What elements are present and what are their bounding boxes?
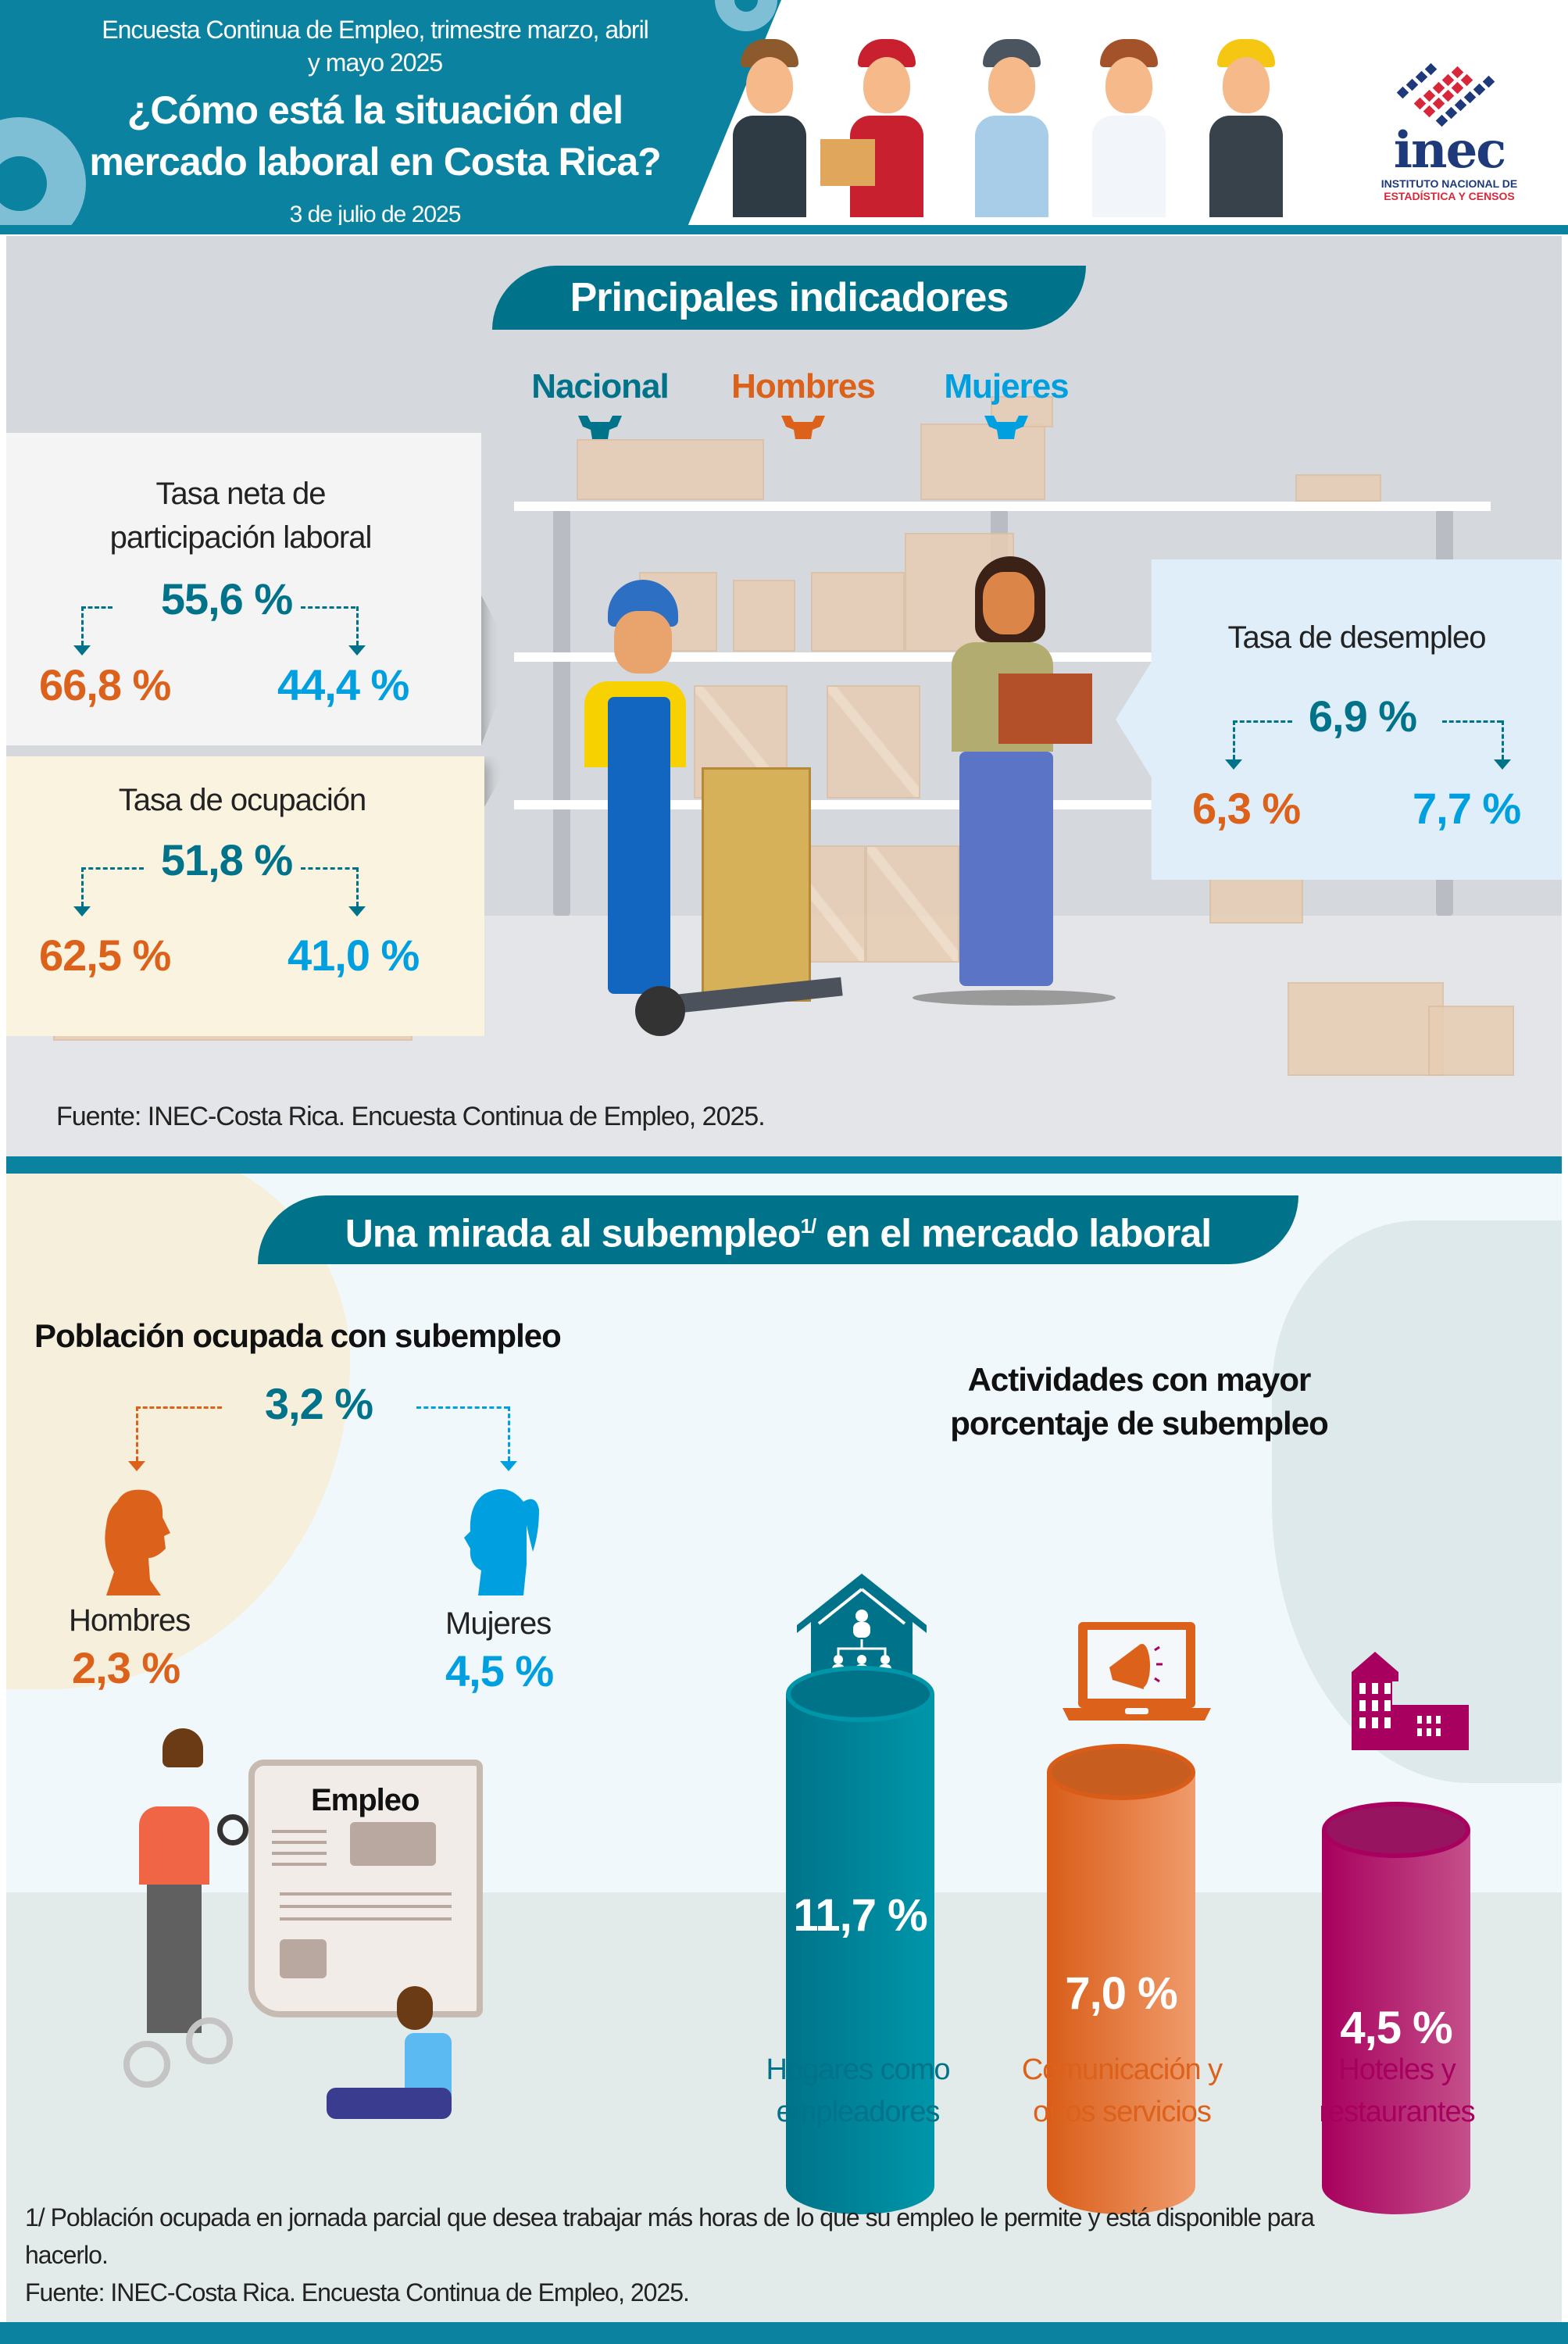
footnote-marker: 1/ <box>800 1214 817 1238</box>
subempleo-mujeres-value: 4,5 % <box>445 1646 554 1695</box>
section2-title: Una mirada al subempleo1/ en el mercado … <box>258 1195 1298 1264</box>
logo-wordmark: inec <box>1393 121 1507 180</box>
footnote-line-1: 1/ Población ocupada en jornada parcial … <box>25 2203 1315 2231</box>
woman-head-icon <box>464 1488 539 1595</box>
frame-right <box>1562 234 1568 2344</box>
doctor-figure <box>1086 30 1172 217</box>
activities-heading-line-2: porcentaje de subempleo <box>950 1405 1328 1442</box>
laptop-megaphone-icon <box>1063 1622 1211 1720</box>
architect-figure <box>1203 30 1289 217</box>
legend-mujeres: Mujeres <box>944 367 1069 406</box>
gear-hole <box>734 0 758 12</box>
gear-hole <box>0 156 47 211</box>
desempleo-hombres-value: 6,3 % <box>1192 784 1301 833</box>
footnote-line-2: hacerlo. <box>25 2241 109 2269</box>
subempleo-hombres-value: 2,3 % <box>72 1643 180 1692</box>
police-officer-figure <box>969 30 1055 217</box>
category-label-line: Hoteles y <box>1338 2053 1455 2086</box>
section2-title-pre: Una mirada al subempleo <box>345 1211 802 1256</box>
participacion-nacional-value: 55,6 % <box>160 574 293 624</box>
arrow-down-icon <box>73 906 91 917</box>
category-label-line: otros servicios <box>1033 2096 1212 2128</box>
inec-logo: inec INSTITUTO NACIONAL DE ESTADÍSTICA Y… <box>1375 51 1523 202</box>
ocupacion-card: Tasa de ocupación 51,8 % 62,5 % 41,0 % <box>6 756 484 1036</box>
pizza-delivery-figure <box>820 30 930 217</box>
desempleo-title: Tasa de desempleo <box>1227 620 1487 655</box>
header-bottom-bar <box>0 225 1568 234</box>
desempleo-card: Tasa de desempleo 6,9 % 6,3 % 7,7 % <box>1116 559 1562 880</box>
ocupacion-title: Tasa de ocupación <box>118 783 367 817</box>
bar-comunicacion-value: 7,0 % <box>1065 1968 1177 2019</box>
bar-hogares-value: 11,7 % <box>793 1890 927 1941</box>
logo-line-1: INSTITUTO NACIONAL DE <box>1380 177 1518 190</box>
subempleo-nacional-value: 3,2 % <box>264 1379 373 1428</box>
woman-carrying-box-illustration <box>913 556 1131 1009</box>
mover-with-hand-truck-illustration <box>553 580 850 1036</box>
newspaper-heading: Empleo <box>311 1783 420 1817</box>
arrow-down-icon <box>128 1461 145 1471</box>
bar-hoteles: 4,5 % <box>1322 1802 1470 2214</box>
section-title: Principales indicadores <box>492 266 1086 330</box>
section2-source: Fuente: INEC-Costa Rica. Encuesta Contin… <box>25 2278 690 2306</box>
category-label-comunicacion: Comunicación y otros servicios <box>997 2049 1247 2133</box>
category-label-hoteles: Hoteles y restaurantes <box>1288 2049 1506 2133</box>
gear-icon-nacional <box>578 416 622 439</box>
publication-date: 3 de julio de 2025 <box>289 202 462 227</box>
activities-heading-line-1: Actividades con mayor <box>967 1361 1312 1398</box>
participacion-title-line-1: Tasa neta de <box>155 477 326 511</box>
bottom-bar <box>0 2322 1568 2344</box>
mujeres-label: Mujeres <box>445 1606 552 1641</box>
arrow-down-icon <box>500 1461 517 1471</box>
category-label-line: empleadores <box>776 2096 941 2128</box>
section-divider <box>0 1156 1568 1174</box>
participacion-mujeres-value: 44,4 % <box>277 660 409 709</box>
legend-nacional: Nacional <box>531 367 669 406</box>
subempleo-heading: Población ocupada con subempleo <box>34 1317 562 1354</box>
participacion-hombres-value: 66,8 % <box>39 660 171 709</box>
main-title-line-1: ¿Cómo está la situación del <box>127 88 623 132</box>
ocupacion-hombres-value: 62,5 % <box>39 931 171 980</box>
man-head-icon <box>105 1489 170 1595</box>
subempleo-section: Una mirada al subempleo1/ en el mercado … <box>6 1174 1562 2322</box>
header-band <box>0 0 781 227</box>
arrow-down-icon <box>1494 759 1511 770</box>
hotel-building-icon <box>1352 1652 1469 1750</box>
bar-comunicacion: 7,0 % <box>1047 1744 1195 2214</box>
gear-icon-hombres <box>781 416 825 439</box>
legend-hombres: Hombres <box>731 367 876 406</box>
participacion-card: Tasa neta de participación laboral 55,6 … <box>6 433 481 745</box>
arrow-down-icon <box>348 906 366 917</box>
category-label-hogares: Hogares como empleadores <box>741 2049 975 2133</box>
bar-hoteles-value: 4,5 % <box>1340 2003 1452 2053</box>
gear-icon-mujeres <box>984 416 1028 439</box>
bar-hogares: 11,7 % <box>786 1666 934 2214</box>
category-label-line: Hogares como <box>766 2053 950 2086</box>
section1-source: Fuente: INEC-Costa Rica. Encuesta Contin… <box>56 1102 766 1131</box>
arrow-down-icon <box>348 645 366 656</box>
category-label-line: restaurantes <box>1319 2096 1475 2128</box>
fitness-trainer-figure <box>727 30 813 217</box>
section2-title-post: en el mercado laboral <box>816 1211 1212 1256</box>
arrow-down-icon <box>73 645 91 656</box>
category-label-line: Comunicación y <box>1021 2053 1223 2086</box>
principales-indicadores-section: Principales indicadores Nacional Hombres… <box>6 236 1562 1156</box>
survey-line-2: y mayo 2025 <box>307 48 443 77</box>
logo-line-2: ESTADÍSTICA Y CENSOS <box>1384 190 1515 202</box>
arrow-down-icon <box>1225 759 1242 770</box>
job-search-illustration: Empleo <box>116 1705 553 2174</box>
main-title-line-2: mercado laboral en Costa Rica? <box>89 140 661 184</box>
survey-line-1: Encuesta Continua de Empleo, trimestre m… <box>102 16 649 44</box>
header: Encuesta Continua de Empleo, trimestre m… <box>0 0 1568 234</box>
participacion-title-line-2: participación laboral <box>109 520 373 555</box>
desempleo-nacional-value: 6,9 % <box>1308 691 1417 741</box>
hombres-label: Hombres <box>69 1603 191 1638</box>
ocupacion-mujeres-value: 41,0 % <box>288 931 420 980</box>
ocupacion-nacional-value: 51,8 % <box>160 835 293 884</box>
desempleo-mujeres-value: 7,7 % <box>1413 784 1521 833</box>
workers-illustration <box>688 0 1328 227</box>
frame-left <box>0 234 6 2344</box>
